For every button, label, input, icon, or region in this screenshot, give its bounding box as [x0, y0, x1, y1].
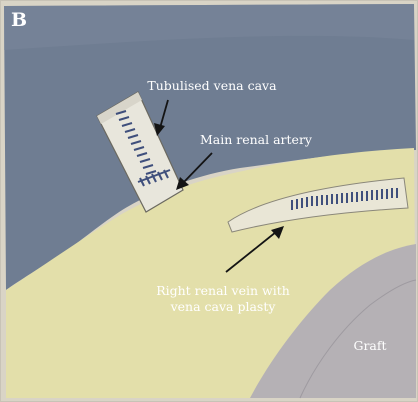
label-tubulised-vena-cava: Tubulised vena cava — [147, 78, 277, 93]
blue-shading — [4, 4, 414, 50]
arrow-right-renal-vein — [225, 226, 284, 273]
label-right-renal-vein-line2: vena cava plasty — [170, 299, 276, 314]
label-graft: Graft — [353, 338, 387, 353]
label-right-renal-vein-line1: Right renal vein with — [156, 283, 290, 298]
panel-letter: B — [11, 9, 28, 31]
renal-vein-sutures — [291, 188, 398, 210]
vena-cava-sutures — [115, 110, 171, 187]
graft-area — [250, 244, 416, 398]
arrow-tubulised-vena-cava — [154, 99, 169, 136]
arrow-main-renal-artery — [176, 152, 213, 190]
graft-edge — [299, 279, 417, 399]
label-main-renal-artery: Main renal artery — [199, 132, 312, 147]
tubulised-vena-cava-vessel — [96, 91, 184, 213]
blue-background-area — [4, 4, 416, 290]
